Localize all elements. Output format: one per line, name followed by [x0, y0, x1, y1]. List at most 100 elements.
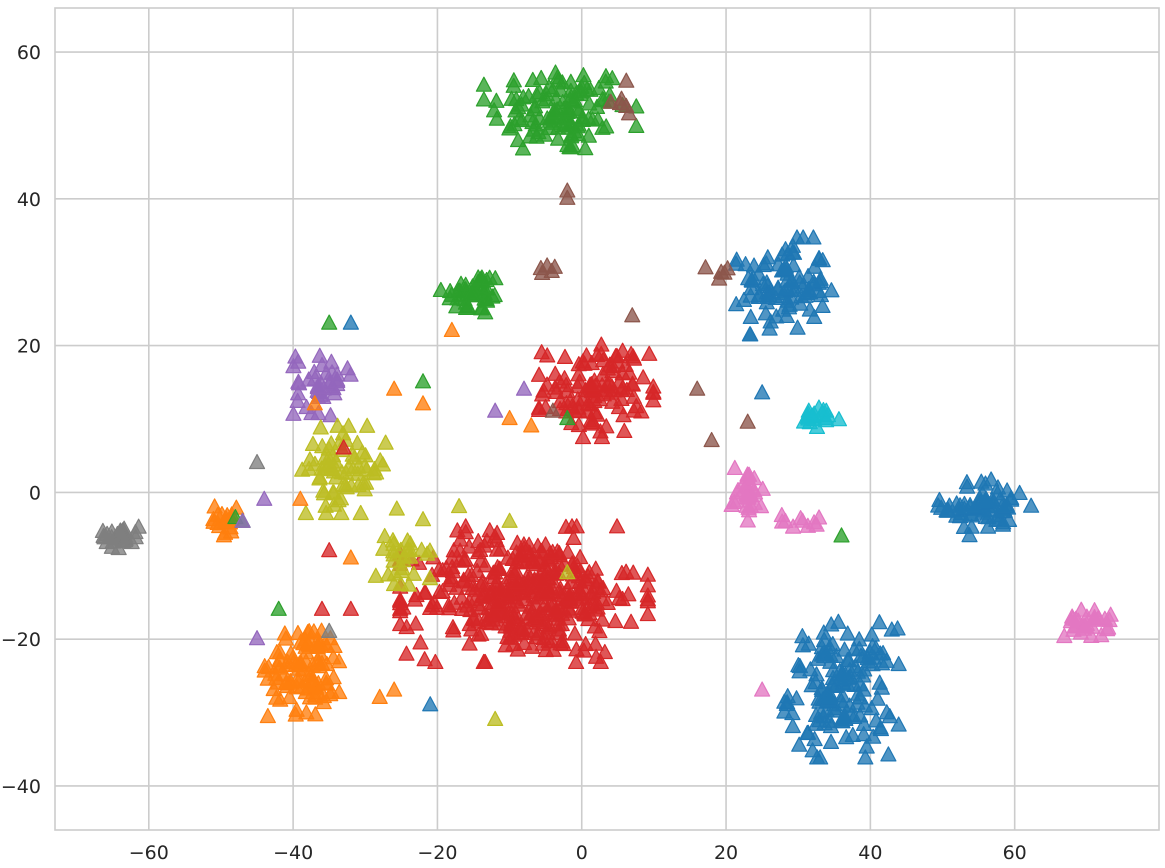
scatter-point [293, 678, 310, 694]
scatter-point [815, 624, 832, 640]
scatter-point [791, 736, 808, 752]
scatter-point [419, 545, 436, 561]
scatter-point [754, 681, 771, 697]
scatter-point [374, 456, 391, 472]
scatter-point [259, 707, 276, 724]
scatter-point [871, 614, 888, 630]
scatter-point [610, 398, 628, 415]
scatter-point [735, 291, 753, 307]
scatter-point [754, 384, 771, 400]
scatter-point [562, 128, 580, 144]
scatter-point [461, 538, 478, 554]
scatter-point [624, 375, 641, 391]
scatter-point [745, 270, 762, 286]
scatter-point [793, 288, 810, 304]
scatter-point [538, 376, 556, 392]
scatter-point [983, 471, 1000, 487]
scatter-point [450, 497, 468, 514]
scatter-point [624, 307, 641, 323]
scatter-point [847, 658, 864, 674]
scatter-point [475, 653, 492, 670]
scatter-point [309, 684, 326, 700]
scatter-point [824, 669, 842, 685]
scatter-point [620, 586, 637, 602]
scatter-point [285, 405, 302, 421]
scatter-point [500, 584, 518, 600]
scatter-point [836, 709, 854, 725]
scatter-point [1099, 619, 1117, 635]
scatter-point [777, 241, 794, 257]
scatter-point [434, 562, 451, 578]
scatter-point [509, 573, 526, 590]
scatter-point [822, 646, 839, 662]
scatter-point [342, 366, 359, 382]
scatter-point [574, 428, 592, 445]
scatter-point [309, 638, 326, 654]
scatter-point [788, 229, 806, 245]
scatter-point [604, 70, 621, 86]
scatter-point [555, 100, 572, 117]
scatter-point [779, 281, 797, 297]
scatter-point [470, 626, 487, 642]
scatter-point [501, 512, 518, 528]
y-tick-label: 0 [29, 482, 41, 504]
scatter-point [599, 594, 616, 610]
scatter-point [432, 281, 449, 298]
scatter-point [290, 385, 307, 401]
scatter-point [820, 690, 837, 706]
scatter-point [958, 474, 976, 490]
scatter-point [323, 364, 341, 380]
x-tick-label: 40 [858, 842, 882, 864]
scatter-point [427, 653, 444, 670]
scatter-point [441, 576, 458, 592]
scatter-point [855, 667, 872, 683]
scatter-point [487, 402, 504, 418]
scatter-point [524, 553, 541, 570]
scatter-point [618, 72, 635, 88]
scatter-point [414, 395, 432, 411]
scatter-point [808, 666, 825, 682]
scatter-point [568, 518, 585, 534]
scatter-point [741, 326, 759, 342]
scatter-point [405, 565, 422, 581]
scatter-point [270, 600, 287, 616]
scatter-point [625, 564, 642, 580]
scatter-point [1075, 620, 1093, 636]
scatter-point [550, 119, 567, 135]
scatter-point [388, 500, 405, 516]
scatter-point [514, 140, 532, 156]
scatter-point [540, 632, 557, 648]
scatter-point [593, 428, 611, 445]
scatter-point [839, 651, 856, 668]
scatter-point [112, 522, 129, 538]
scatter-point [641, 345, 658, 361]
scatter-point [595, 386, 612, 402]
scatter-point [451, 286, 468, 302]
scatter-point [333, 504, 350, 521]
scatter-point [855, 726, 872, 742]
scatter-point [961, 527, 978, 543]
scatter-point [594, 119, 611, 135]
scatter-point [628, 117, 645, 133]
scatter-point [392, 591, 409, 607]
scatter-point [509, 641, 526, 657]
scatter-point [728, 296, 745, 312]
scatter-point [814, 297, 831, 313]
scatter-point [386, 681, 403, 697]
scatter-point [769, 280, 786, 296]
scatter-point [457, 518, 474, 534]
scatter-point [537, 641, 554, 658]
scatter-point [997, 498, 1015, 514]
scatter-point [1011, 484, 1028, 501]
scatter-point [548, 601, 565, 617]
scatter-point [281, 688, 298, 705]
scatter-point [540, 552, 557, 568]
scatter-point [581, 604, 598, 621]
scatter-point [552, 635, 569, 651]
scatter-point [445, 542, 462, 558]
scatter-point [549, 68, 566, 85]
scatter-point [739, 512, 756, 528]
scatter-point [304, 435, 322, 451]
scatter-point [988, 511, 1005, 527]
scatter-point [570, 568, 588, 584]
